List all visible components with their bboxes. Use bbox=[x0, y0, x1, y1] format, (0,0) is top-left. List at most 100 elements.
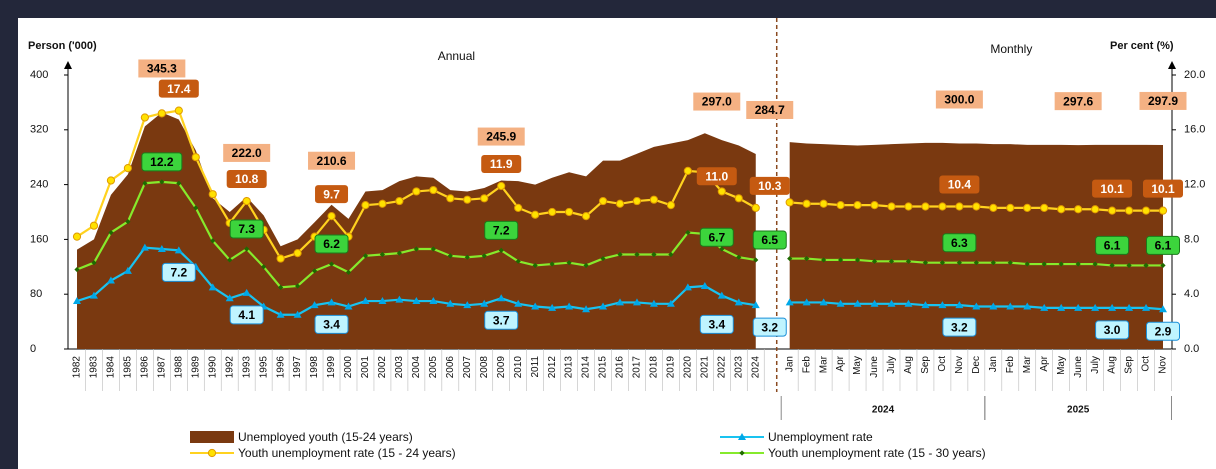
marker bbox=[819, 298, 828, 306]
value-label-box bbox=[314, 234, 349, 254]
marker bbox=[345, 269, 352, 275]
x-tick-label: Oct bbox=[1141, 356, 1152, 372]
x-tick-label: 1990 bbox=[207, 356, 218, 379]
legend-marker bbox=[739, 450, 745, 456]
x-tick-label: June bbox=[1073, 356, 1084, 378]
x-tick-label: Feb bbox=[801, 356, 812, 374]
marker bbox=[1126, 262, 1132, 269]
marker bbox=[310, 301, 319, 309]
marker bbox=[1141, 206, 1151, 215]
value-label-box bbox=[1146, 321, 1180, 341]
value-label: 10.4 bbox=[948, 178, 972, 192]
value-label-box bbox=[481, 154, 522, 173]
marker bbox=[751, 203, 760, 212]
marker bbox=[1023, 302, 1032, 310]
marker bbox=[651, 251, 657, 258]
x-tick-label: July bbox=[1090, 356, 1101, 374]
marker bbox=[106, 276, 115, 284]
value-label-box bbox=[477, 127, 525, 146]
marker bbox=[157, 244, 166, 252]
marker bbox=[89, 291, 98, 299]
legend-marker bbox=[207, 448, 217, 458]
marker bbox=[413, 246, 419, 252]
marker bbox=[1160, 262, 1166, 269]
marker bbox=[379, 251, 386, 258]
value-label-box bbox=[696, 167, 737, 186]
year-label: 2024 bbox=[872, 405, 895, 416]
marker bbox=[905, 258, 912, 264]
value-label-box bbox=[223, 143, 271, 162]
marker bbox=[972, 202, 981, 211]
marker bbox=[396, 250, 403, 256]
marker bbox=[108, 229, 114, 236]
marker bbox=[717, 291, 726, 299]
marker bbox=[921, 202, 930, 211]
value-label-box bbox=[138, 59, 186, 78]
marker bbox=[1143, 262, 1149, 269]
value-label: 7.3 bbox=[238, 222, 255, 236]
value-label: 345.3 bbox=[147, 62, 177, 76]
marker bbox=[293, 249, 302, 258]
marker bbox=[242, 196, 251, 206]
marker bbox=[294, 283, 301, 289]
x-tick-label: 1998 bbox=[309, 356, 320, 379]
marker bbox=[802, 298, 811, 306]
marker bbox=[395, 196, 404, 206]
marker bbox=[990, 260, 996, 266]
marker bbox=[464, 254, 470, 260]
marker bbox=[685, 229, 691, 236]
x-tick-label: 1992 bbox=[224, 356, 235, 379]
x-tick-label: June bbox=[869, 356, 880, 378]
marker bbox=[73, 297, 81, 305]
y-tick-label: 0 bbox=[30, 343, 36, 355]
x-tick-label: 1988 bbox=[173, 356, 184, 379]
marker bbox=[887, 299, 896, 307]
x-tick-label: Sep bbox=[1124, 356, 1135, 374]
marker bbox=[804, 255, 810, 262]
value-label-box bbox=[1095, 320, 1130, 340]
marker bbox=[480, 194, 489, 203]
legend-marker bbox=[738, 433, 746, 440]
marker bbox=[1158, 206, 1168, 215]
marker bbox=[328, 261, 335, 267]
marker bbox=[922, 260, 929, 266]
marker bbox=[244, 246, 250, 252]
marker bbox=[140, 243, 149, 251]
marker bbox=[1092, 261, 1098, 267]
marker bbox=[515, 258, 521, 264]
x-tick-label: 2001 bbox=[360, 356, 371, 379]
value-label-box bbox=[942, 233, 977, 253]
marker bbox=[1109, 262, 1115, 269]
value-label: 12.2 bbox=[150, 155, 174, 169]
y2-tick-label: 8.0 bbox=[1184, 233, 1199, 245]
y-tick-label: 80 bbox=[30, 288, 42, 300]
marker bbox=[1006, 203, 1015, 212]
value-label-box bbox=[158, 79, 199, 98]
y2-tick-label: 16.0 bbox=[1184, 124, 1205, 136]
marker bbox=[719, 246, 725, 252]
marker bbox=[191, 153, 200, 162]
marker bbox=[615, 199, 625, 208]
value-label: 2.9 bbox=[1155, 324, 1172, 338]
marker bbox=[871, 258, 878, 264]
x-tick-label: Oct bbox=[937, 356, 948, 372]
value-label: 6.2 bbox=[323, 237, 340, 251]
marker bbox=[157, 109, 166, 118]
marker bbox=[1091, 303, 1100, 311]
marker bbox=[939, 260, 946, 266]
marker bbox=[412, 187, 421, 196]
marker bbox=[666, 299, 675, 307]
marker bbox=[836, 299, 845, 307]
marker bbox=[649, 195, 659, 204]
marker bbox=[787, 255, 793, 262]
x-tick-label: 2002 bbox=[377, 356, 388, 379]
label-layer: 345.3 222.0 210.6 245.9 297.0 284.7 300.0 297.6… bbox=[138, 59, 1187, 341]
marker bbox=[1040, 203, 1049, 212]
value-label: 7.2 bbox=[493, 224, 510, 238]
marker bbox=[378, 199, 387, 208]
value-label-box bbox=[699, 227, 734, 247]
value-label: 10.1 bbox=[1100, 182, 1124, 196]
y2-tick-label: 0.0 bbox=[1184, 343, 1199, 355]
x-tick-label: 1995 bbox=[258, 356, 269, 379]
